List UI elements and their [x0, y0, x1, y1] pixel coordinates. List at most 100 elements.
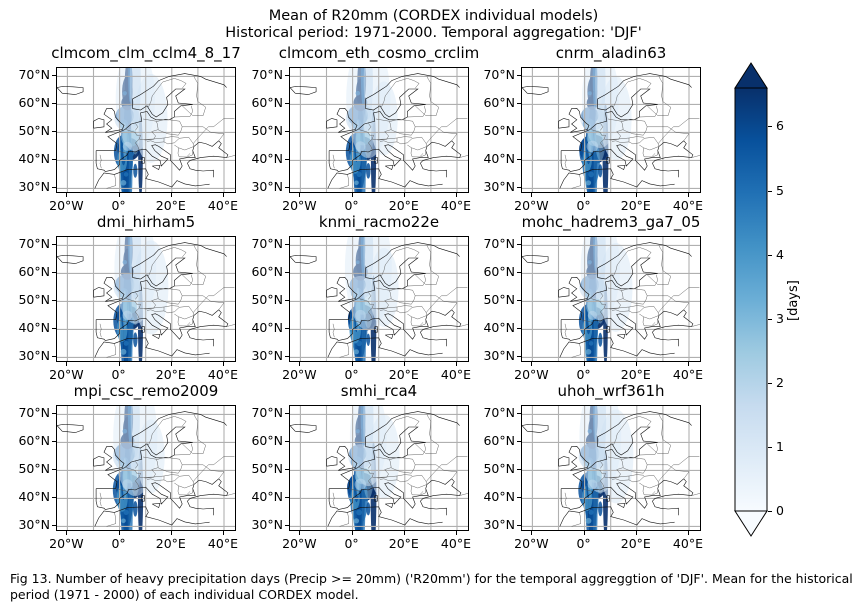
coastline	[329, 242, 460, 320]
precip-area	[588, 509, 594, 515]
borders	[332, 414, 468, 527]
lon-tick	[403, 531, 405, 535]
lat-tick	[285, 103, 289, 105]
country-border	[415, 126, 458, 141]
lat-tick-label: 30°N	[251, 179, 283, 195]
precip-area	[587, 479, 598, 490]
lat-tick-label: 40°N	[483, 320, 515, 336]
country-border	[647, 245, 671, 285]
lon-tick	[299, 362, 301, 366]
country-border	[99, 492, 102, 507]
precip-area	[594, 406, 607, 467]
country-border	[459, 324, 468, 327]
borders	[564, 245, 700, 358]
precip-area	[588, 171, 594, 178]
country-border	[396, 305, 413, 314]
r20mm-field	[345, 68, 398, 192]
lat-tick	[285, 413, 289, 415]
coastline	[336, 276, 358, 302]
coastline	[152, 503, 161, 509]
lon-tick-label: 0°	[344, 198, 359, 213]
coastline	[374, 326, 378, 333]
country-border	[226, 324, 235, 327]
lat-tick	[52, 75, 56, 77]
graticule	[522, 406, 700, 530]
precip-area	[354, 309, 366, 321]
precip-area	[585, 517, 592, 524]
lon-tick	[170, 362, 172, 366]
country-border	[628, 136, 645, 145]
map-panel	[289, 236, 469, 362]
lon-tick-label: 0°	[111, 198, 126, 213]
coastline	[326, 456, 338, 467]
country-border	[591, 298, 606, 319]
lon-tick-label: 20°E	[620, 198, 651, 213]
precip-area	[121, 518, 126, 524]
coastline	[336, 445, 358, 471]
lon-tick-label: 40°E	[672, 367, 703, 382]
country-border	[368, 292, 372, 300]
coastline	[568, 445, 590, 471]
lat-tick	[285, 356, 289, 358]
lat-tick-label: 70°N	[18, 236, 50, 252]
lat-tick	[517, 272, 521, 274]
country-border	[580, 150, 593, 154]
lon-tick-label: 40°E	[440, 367, 471, 382]
country-border	[613, 78, 652, 108]
country-border	[415, 76, 439, 116]
country-border	[564, 154, 567, 169]
lat-tick	[285, 469, 289, 471]
lat-tick-label: 70°N	[483, 236, 515, 252]
country-border	[426, 118, 468, 144]
lon-tick	[403, 362, 405, 366]
country-border	[604, 287, 624, 310]
country-border	[613, 247, 652, 277]
lat-tick	[285, 159, 289, 161]
colorbar-tick-label: 2	[776, 374, 784, 390]
lon-tick	[635, 362, 637, 366]
country-border	[621, 287, 648, 305]
colorbar-tick-label: 4	[776, 246, 784, 262]
coastline	[327, 337, 443, 358]
coastline	[95, 309, 229, 347]
coastlines	[290, 242, 462, 358]
precip-area	[123, 340, 129, 346]
coastline	[141, 495, 145, 502]
lon-tick	[351, 193, 353, 197]
figure-title: Mean of R20mm (CORDEX individual models)…	[0, 8, 867, 42]
title-line-2: Historical period: 1971-2000. Temporal a…	[225, 25, 642, 41]
lat-tick-label: 40°N	[18, 320, 50, 336]
lon-tick	[299, 193, 301, 197]
country-border	[332, 492, 335, 507]
coastline	[93, 287, 105, 298]
lat-tick	[517, 328, 521, 330]
coastline	[560, 309, 694, 347]
coastline	[327, 168, 443, 189]
europe-map	[522, 68, 700, 192]
colorbar	[734, 62, 768, 537]
graticule	[290, 406, 468, 530]
country-border	[658, 118, 700, 144]
country-border	[415, 414, 439, 454]
country-border	[410, 485, 426, 496]
precip-area	[588, 341, 594, 346]
coastlines	[57, 411, 229, 527]
country-border	[348, 150, 361, 154]
europe-map	[57, 237, 235, 361]
panel-title: cnrm_aladin63	[555, 44, 667, 62]
coastline	[606, 495, 610, 502]
coastline	[606, 326, 610, 333]
lat-tick-label: 70°N	[251, 236, 283, 252]
coastline	[290, 424, 317, 433]
country-border	[139, 118, 159, 141]
country-border	[426, 456, 468, 482]
lat-tick	[517, 131, 521, 133]
country-border	[647, 464, 690, 479]
lon-tick-label: 40°E	[440, 198, 471, 213]
coastline	[57, 424, 84, 433]
country-border	[410, 147, 426, 158]
lat-tick-label: 50°N	[251, 461, 283, 477]
colorbar-tick	[768, 254, 772, 256]
lat-tick-label: 50°N	[251, 123, 283, 139]
country-border	[639, 305, 660, 320]
